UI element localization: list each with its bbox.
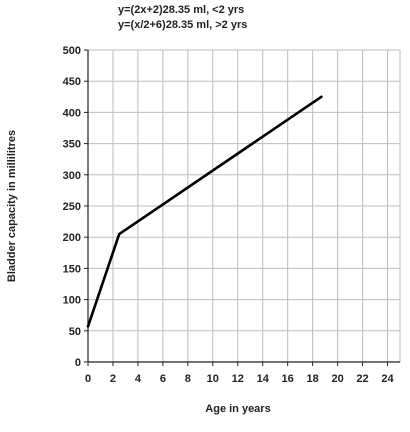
x-tick-label: 14 [257, 373, 270, 385]
y-tick-label: 450 [63, 76, 81, 88]
y-tick-label: 50 [69, 326, 81, 338]
series [86, 95, 323, 328]
grid [88, 49, 400, 362]
x-tick-labels: 0 2 4 6 8 10 12 14 16 18 20 22 24 [85, 373, 395, 385]
y-tick-label: 300 [63, 170, 81, 182]
axes [84, 49, 401, 366]
y-tick-label: 500 [63, 45, 81, 57]
x-tick-label: 16 [282, 373, 294, 385]
series-point [87, 325, 89, 328]
x-tick-label: 18 [307, 373, 319, 385]
y-axis-label: Bladder capacity in millilitres [6, 130, 18, 282]
x-tick-label: 0 [85, 373, 91, 385]
y-tick-label: 100 [63, 295, 81, 307]
x-tick-label: 12 [232, 373, 244, 385]
x-tick-label: 8 [185, 373, 191, 385]
x-axis-label: Age in years [205, 403, 270, 415]
y-tick-labels: 0 50 100 150 200 250 300 350 400 450 500 [63, 45, 81, 369]
x-tick-label: 24 [381, 373, 394, 385]
y-tick-label: 400 [63, 107, 81, 119]
y-tick-label: 150 [63, 263, 81, 275]
series-line [86, 95, 323, 328]
x-tick-label: 10 [207, 373, 219, 385]
x-tick-label: 2 [110, 373, 116, 385]
y-tick-label: 200 [63, 232, 81, 244]
equation-annotation-1: y=(2x+2)28.35 ml, <2 yrs [118, 4, 244, 16]
y-tick-label: 350 [63, 139, 81, 151]
x-tick-label: 20 [331, 373, 343, 385]
series-point [118, 233, 121, 235]
x-tick-label: 6 [160, 373, 166, 385]
x-tick-label: 22 [356, 373, 368, 385]
y-tick-label: 0 [75, 357, 81, 369]
x-tick-label: 4 [135, 373, 142, 385]
equation-annotation-2: y=(x/2+6)28.35 ml, >2 yrs [118, 19, 247, 31]
series-point [320, 95, 323, 98]
y-tick-label: 250 [63, 201, 81, 213]
